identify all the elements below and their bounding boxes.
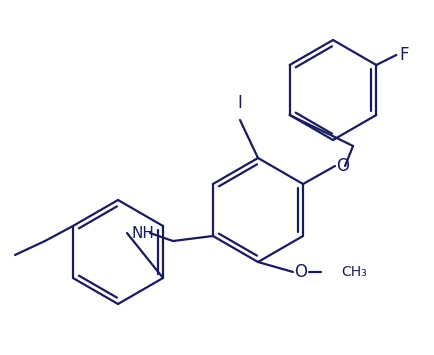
Text: NH: NH: [132, 225, 155, 240]
Text: O: O: [336, 157, 349, 175]
Text: F: F: [400, 46, 409, 64]
Text: O: O: [295, 263, 308, 281]
Text: I: I: [237, 94, 243, 112]
Text: CH₃: CH₃: [341, 265, 367, 279]
